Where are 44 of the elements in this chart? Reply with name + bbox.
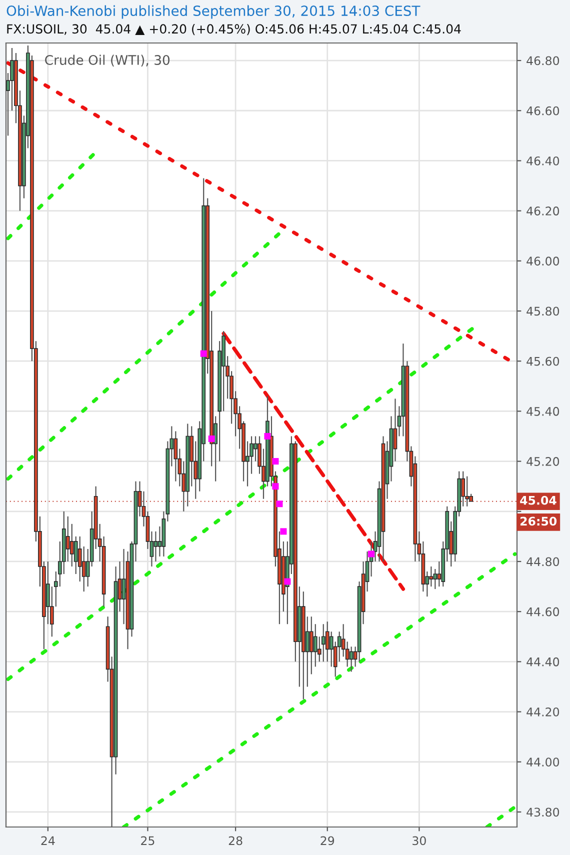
x-tick-label: 30 (412, 836, 426, 846)
point (284, 578, 291, 585)
y-tick-label: 46.00 (526, 256, 560, 266)
y-tick-label: 46.20 (526, 206, 560, 216)
y-tick-label: 44.40 (526, 657, 560, 666)
y-tick-label: 44.80 (526, 557, 560, 566)
annotation: Crude Oil (WTI), 30 (45, 54, 170, 67)
y-tick-label: 44.00 (526, 758, 560, 767)
y-tick-label: 45.40 (526, 406, 560, 416)
chart-title: Obi-Wan-Kenobi published September 30, 2015 14:03 CEST (6, 5, 420, 19)
point (280, 528, 287, 535)
y-tick-label: 45.60 (526, 356, 560, 366)
chart-subtitle: FX:USOIL, 30 45.04 ▲ +0.20 (+0.45%) O:45.06 H:45.07 L:45.04 C:45.04 (7, 24, 461, 36)
ref-line-label: 45.04 (520, 496, 556, 505)
candlestick (325, 621, 330, 662)
candlestick (154, 530, 158, 562)
point (200, 350, 207, 357)
candlestick (429, 566, 434, 588)
y-tick-label: 45.20 (526, 457, 560, 466)
y-tick-label: 44.60 (526, 607, 560, 616)
x-tick-label: 29 (320, 836, 334, 846)
candlestick (313, 624, 318, 668)
x-tick-label: 24 (41, 836, 55, 845)
point (264, 432, 271, 440)
candlestick (349, 646, 354, 672)
y-tick-label: 43.80 (526, 808, 560, 817)
point (208, 436, 215, 442)
candlestick (309, 616, 314, 675)
candlestick (321, 624, 326, 662)
candlestick (465, 476, 470, 507)
y-tick-label: 46.40 (526, 156, 560, 166)
y-tick-label: 46.80 (526, 56, 560, 66)
text: 26:50 (520, 516, 557, 526)
x-tick-label: 28 (228, 836, 242, 846)
y-tick-label: 44.20 (526, 708, 560, 716)
y-tick-label: 45.80 (526, 306, 560, 316)
point (272, 458, 279, 465)
y-tick-label: 46.60 (526, 106, 560, 116)
point (272, 483, 279, 490)
candlestick (66, 516, 70, 562)
point (276, 500, 283, 508)
candlestick (433, 568, 438, 590)
point (368, 550, 375, 558)
x-tick-label: 25 (141, 836, 154, 846)
